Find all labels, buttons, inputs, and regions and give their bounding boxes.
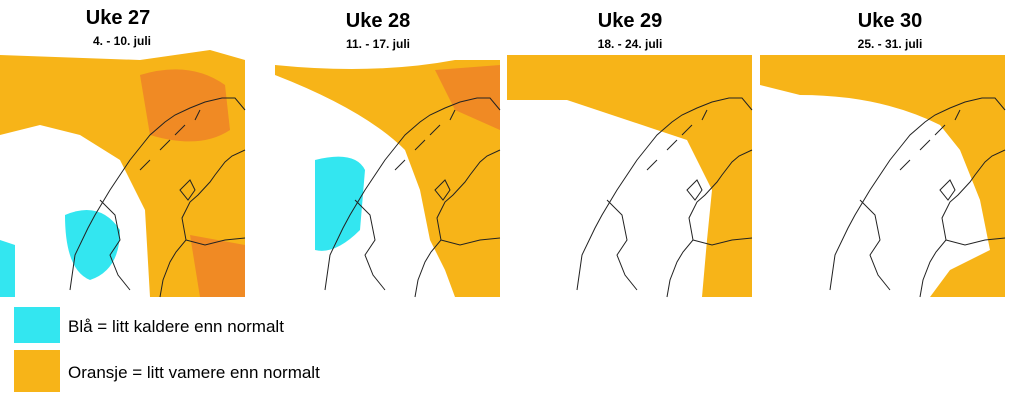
legend-swatch <box>14 307 60 343</box>
week-title: Uke 30 <box>858 10 923 32</box>
week-dates: 4. - 10. juli <box>93 34 151 48</box>
map-panel <box>275 60 501 298</box>
map-panel <box>760 55 1006 298</box>
legend-label: Oransje = litt vamere enn normalt <box>68 363 320 382</box>
week-dates: 25. - 31. juli <box>858 37 923 51</box>
week-title: Uke 27 <box>86 7 151 29</box>
map-panel <box>0 50 246 298</box>
week-dates: 18. - 24. juli <box>598 37 663 51</box>
week-dates: 11. - 17. juli <box>346 37 410 51</box>
week-title: Uke 29 <box>598 10 663 32</box>
legend-label: Blå = litt kaldere enn normalt <box>68 317 284 336</box>
map-panel <box>507 55 753 298</box>
week-title: Uke 28 <box>346 10 411 32</box>
legend-swatch <box>14 350 60 392</box>
